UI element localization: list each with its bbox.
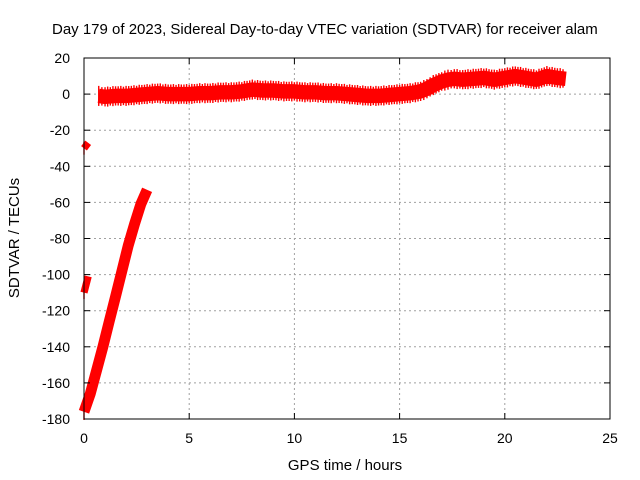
y-tick-label: -100 (42, 267, 70, 283)
y-tick-label: -180 (42, 411, 70, 427)
x-axis-label: GPS time / hours (288, 457, 402, 474)
y-tick-label: -160 (42, 375, 70, 391)
series-short-segment-b (81, 140, 92, 155)
grid (84, 58, 610, 419)
series-short-segment-a (80, 275, 92, 300)
x-tick-label: 15 (392, 430, 408, 446)
series-main-band (97, 66, 567, 107)
y-axis-label: SDTVAR / TECUs (6, 178, 23, 298)
y-tick-label: 20 (54, 50, 70, 66)
axis-ticks: 0 5 10 15 20 25 20 0 -20 -40 -60 -80 -100 -120 -140 -16… (42, 50, 618, 446)
y-tick-label: -40 (50, 158, 70, 174)
y-tick-label: -60 (50, 194, 70, 210)
y-tick-label: -140 (42, 339, 70, 355)
y-tick-label: 0 (62, 86, 70, 102)
y-tick-label: -80 (50, 231, 70, 247)
x-tick-label: 5 (185, 430, 193, 446)
y-tick-label: -20 (50, 122, 70, 138)
plot-area (78, 66, 567, 420)
x-tick-label: 0 (80, 430, 88, 446)
x-tick-label: 25 (602, 430, 618, 446)
x-tick-label: 10 (287, 430, 303, 446)
x-tick-label: 20 (497, 430, 513, 446)
y-tick-label: -120 (42, 303, 70, 319)
chart-title: Day 179 of 2023, Sidereal Day-to-day VTE… (52, 21, 598, 38)
series-steep-ramp (78, 187, 153, 420)
plot-frame (83, 57, 611, 420)
